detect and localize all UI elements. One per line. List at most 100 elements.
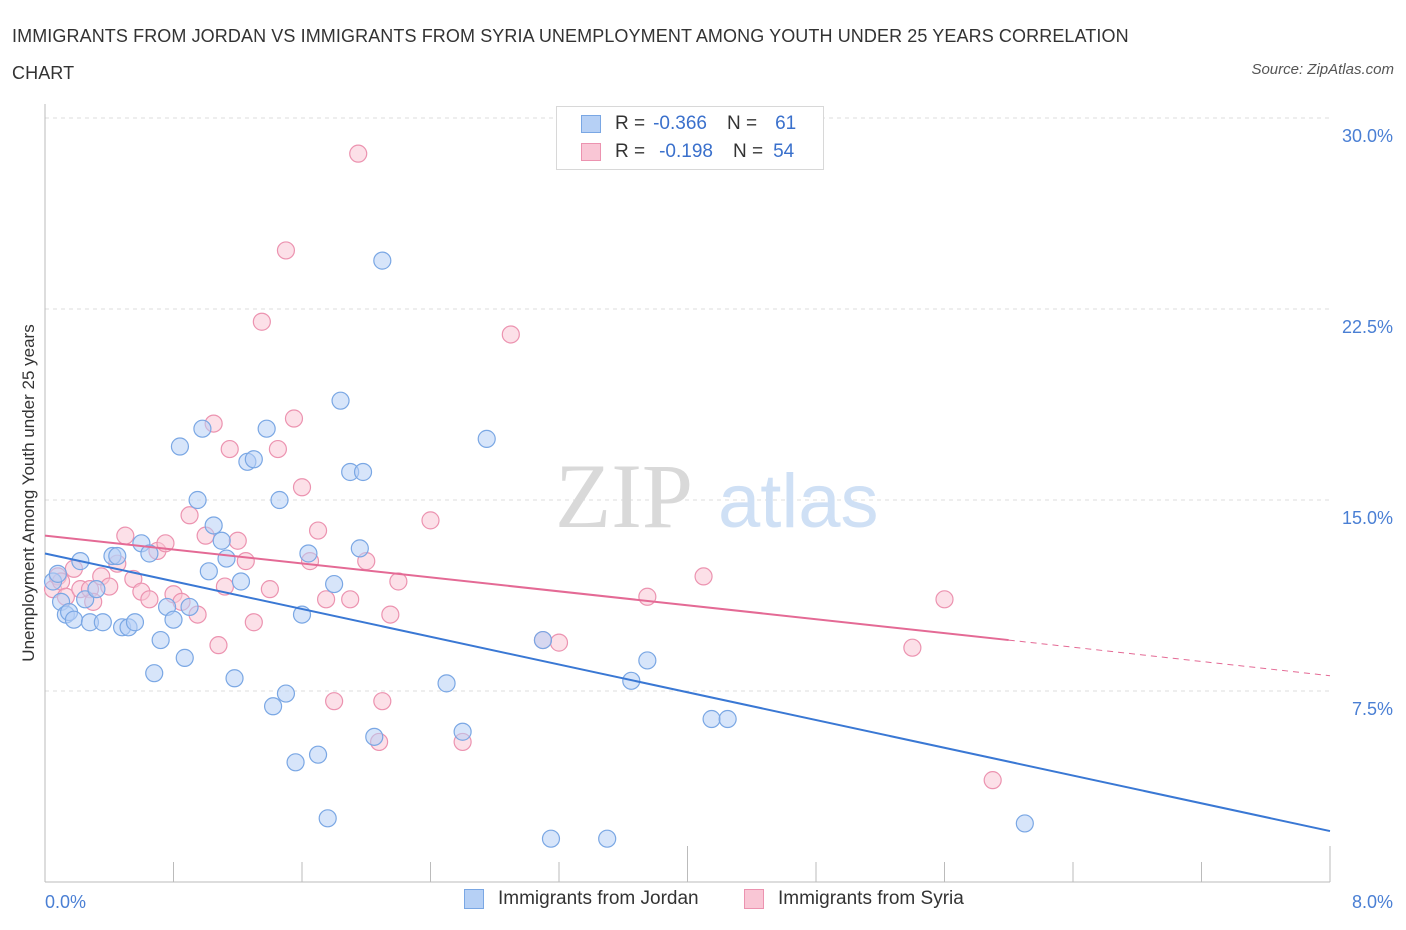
- jordan-point-5: [64, 610, 84, 629]
- syria-point-46: [421, 511, 440, 530]
- jordan-swatch: [581, 115, 601, 133]
- syria-point-30: [260, 580, 279, 599]
- syria-r-label: R =: [615, 141, 646, 162]
- jordan-point-31: [225, 669, 244, 688]
- jordan-point-18: [145, 664, 164, 683]
- watermark-atlas: atlas: [718, 459, 879, 544]
- syria-point-38: [325, 692, 344, 711]
- syria-point-51: [638, 587, 657, 606]
- syria-point-14: [140, 590, 159, 609]
- jordan-point-50: [373, 251, 392, 270]
- jordan-point-42: [308, 745, 328, 764]
- jordan-point-1: [48, 564, 67, 583]
- jordan-point-7: [76, 590, 95, 609]
- jordan-point-36: [263, 697, 283, 716]
- syria-r-value: -0.198: [659, 141, 713, 162]
- jordan-legend-label: Immigrants from Jordan: [498, 888, 699, 909]
- syria-point-19: [180, 506, 199, 525]
- jordan-point-30: [217, 549, 236, 568]
- jordan-point-34: [244, 450, 263, 469]
- jordan-point-56: [598, 829, 617, 848]
- syria-point-27: [236, 552, 255, 571]
- chart-title: IMMIGRANTS FROM JORDAN VS IMMIGRANTS FRO…: [12, 26, 1129, 83]
- jordan-points: [43, 251, 1034, 848]
- stats-legend: R = -0.366 N = 61 R = -0.198 N = 54: [556, 106, 824, 170]
- jordan-point-15: [125, 613, 145, 632]
- syria-point-55: [983, 771, 1002, 790]
- jordan-point-26: [193, 419, 212, 438]
- syria-n-value: 54: [773, 141, 795, 162]
- syria-point-33: [284, 409, 304, 428]
- jordan-point-55: [541, 829, 561, 848]
- jordan-point-12: [108, 546, 127, 566]
- jordan-point-38: [276, 684, 296, 703]
- jordan-point-47: [350, 539, 369, 558]
- jordan-r-label: R =: [615, 113, 646, 134]
- jordan-point-52: [453, 722, 472, 741]
- x-tick-label-1: 8.0%: [1352, 892, 1393, 912]
- jordan-point-45: [331, 391, 350, 410]
- jordan-point-27: [199, 562, 218, 581]
- watermark-zip: ZIP: [555, 445, 693, 547]
- syria-point-40: [349, 144, 368, 163]
- trend-lines: [44, 534, 1331, 833]
- jordan-n-value: 61: [775, 113, 797, 134]
- jordan-point-29: [212, 531, 231, 550]
- jordan-point-10: [93, 613, 112, 632]
- jordan-n-label: N =: [726, 113, 758, 134]
- jordan-point-60: [718, 709, 737, 729]
- jordan-point-9: [87, 580, 106, 599]
- y-tick-label-1: 15.0%: [1342, 508, 1393, 528]
- jordan-point-41: [299, 544, 318, 563]
- jordan-point-43: [318, 809, 337, 828]
- syria-point-34: [292, 478, 312, 497]
- syria-point-53: [903, 638, 922, 657]
- y-axis-label: Unemployment Among Youth under 25 years: [19, 324, 38, 661]
- series-legend: Immigrants from Jordan Immigrants from S…: [0, 888, 1406, 916]
- watermark: ZIP atlas: [555, 445, 879, 547]
- syria-trend-extension: [1008, 639, 1331, 677]
- jordan-point-58: [638, 651, 657, 670]
- legend-row-jordan: R = -0.366 N = 61: [581, 111, 796, 137]
- legend-item-jordan: Immigrants from Jordan: [464, 888, 699, 910]
- source-label: Source: ZipAtlas.com: [1251, 61, 1394, 78]
- y-tick-label-2: 22.5%: [1342, 317, 1393, 337]
- syria-point-50: [549, 633, 569, 652]
- syria-point-43: [373, 692, 392, 711]
- syria-point-23: [209, 636, 228, 655]
- y-tick-labels: 7.5% 15.0% 22.5% 30.0%: [1342, 126, 1393, 719]
- jordan-trend-line: [44, 552, 1331, 833]
- x-tick-label-0: 0.0%: [45, 892, 86, 912]
- syria-point-28: [244, 613, 263, 632]
- jordan-point-51: [437, 674, 456, 693]
- jordan-point-44: [325, 574, 344, 594]
- jordan-point-59: [702, 709, 721, 729]
- jordan-point-49: [365, 727, 384, 746]
- jordan-point-54: [533, 630, 553, 650]
- jordan-point-21: [164, 610, 183, 629]
- syria-point-54: [935, 590, 954, 609]
- jordan-legend-swatch: [464, 889, 484, 909]
- y-tick-label-0: 7.5%: [1352, 699, 1393, 719]
- syria-swatch: [581, 143, 601, 161]
- legend-item-syria: Immigrants from Syria: [744, 888, 964, 910]
- syria-point-52: [694, 567, 713, 586]
- syria-point-39: [341, 590, 360, 609]
- axes: [44, 104, 1331, 883]
- syria-legend-label: Immigrants from Syria: [778, 888, 964, 909]
- syria-trend-line: [44, 534, 1009, 642]
- syria-point-36: [308, 521, 328, 540]
- syria-legend-swatch: [744, 889, 764, 909]
- jordan-point-28: [204, 516, 223, 535]
- jordan-point-23: [175, 648, 194, 667]
- syria-point-48: [501, 325, 520, 344]
- jordan-point-32: [231, 572, 251, 591]
- jordan-point-24: [180, 597, 199, 617]
- jordan-point-37: [270, 490, 289, 510]
- jordan-point-61: [1015, 814, 1034, 833]
- y-tick-label-3: 30.0%: [1342, 126, 1393, 146]
- syria-point-44: [381, 605, 400, 624]
- jordan-point-48: [353, 462, 373, 482]
- syria-point-29: [252, 312, 271, 331]
